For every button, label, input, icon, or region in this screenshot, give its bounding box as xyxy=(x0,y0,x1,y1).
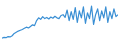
chart xyxy=(0,0,120,45)
plot-area xyxy=(2,6,118,38)
chart-container xyxy=(0,0,120,45)
line-series xyxy=(2,6,118,38)
